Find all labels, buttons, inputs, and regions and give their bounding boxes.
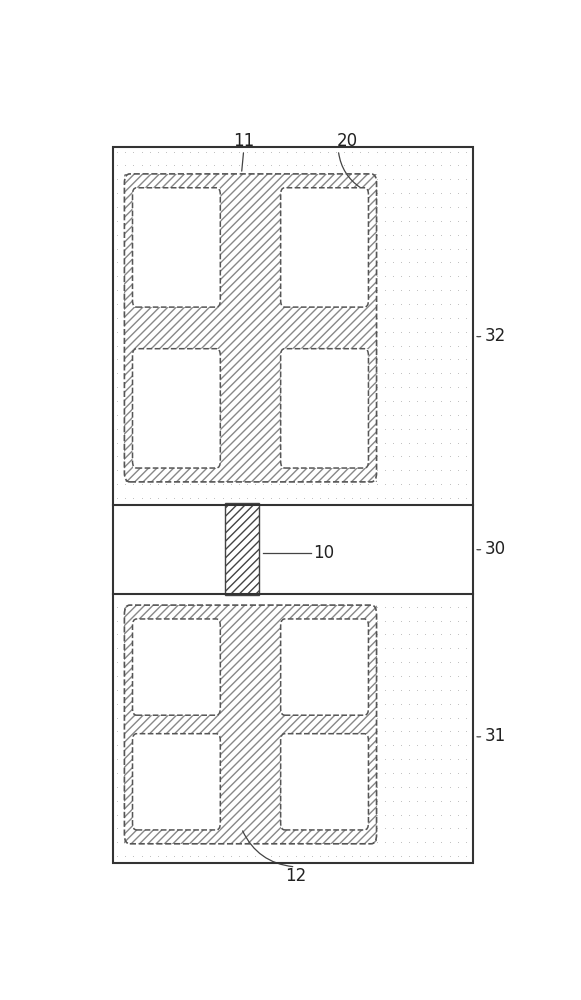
Bar (113, 147, 474, 863)
Bar (124, 174, 376, 482)
FancyBboxPatch shape (281, 349, 368, 468)
FancyBboxPatch shape (281, 734, 368, 830)
Bar (281, 349, 368, 468)
FancyBboxPatch shape (281, 619, 368, 715)
Bar (132, 734, 220, 830)
Text: 12: 12 (285, 867, 306, 885)
Bar (281, 188, 368, 307)
FancyBboxPatch shape (132, 349, 220, 468)
Bar (281, 619, 368, 715)
Bar (124, 605, 376, 844)
Bar (132, 349, 220, 468)
Bar (132, 619, 220, 715)
Text: 32: 32 (485, 327, 506, 345)
Bar (113, 594, 474, 863)
Bar (113, 147, 474, 505)
Text: 31: 31 (485, 727, 506, 745)
Text: 20: 20 (337, 132, 358, 150)
Text: 11: 11 (233, 132, 254, 150)
Text: 10: 10 (314, 544, 335, 562)
FancyBboxPatch shape (132, 734, 220, 830)
FancyBboxPatch shape (132, 188, 220, 307)
FancyBboxPatch shape (132, 619, 220, 715)
Bar (113, 505, 474, 594)
Bar (132, 188, 220, 307)
Text: 30: 30 (485, 540, 505, 558)
Bar (281, 734, 368, 830)
Bar (113, 147, 474, 863)
FancyBboxPatch shape (281, 188, 368, 307)
Bar (225, 503, 259, 595)
